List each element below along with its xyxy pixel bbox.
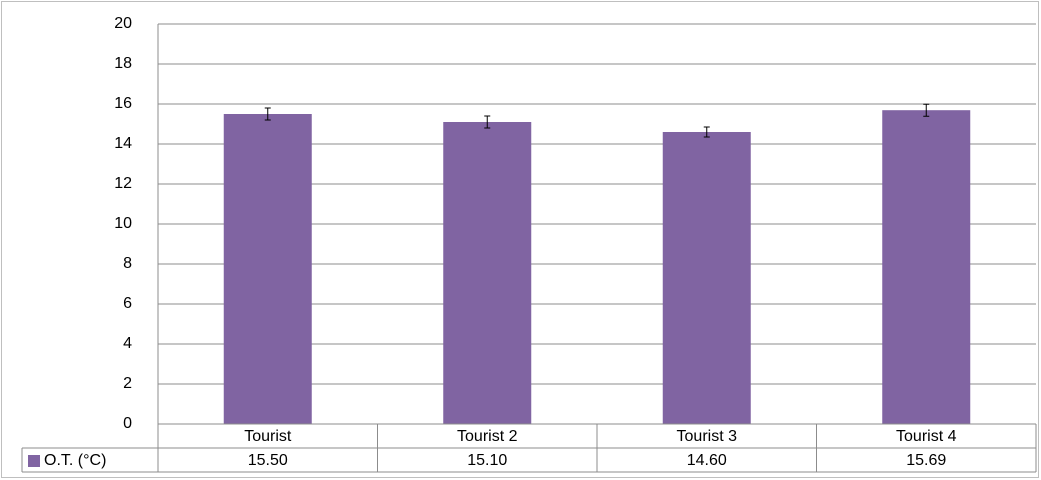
- legend-swatch: [28, 455, 40, 467]
- x-tick-label: Tourist 3: [677, 428, 738, 445]
- bar: [882, 110, 971, 424]
- x-tick-label: Tourist: [244, 428, 292, 445]
- legend-label: O.T. (°C): [44, 452, 106, 469]
- bar: [443, 122, 532, 424]
- y-tick-label: 20: [114, 15, 132, 32]
- y-tick-label: 16: [114, 95, 132, 112]
- y-tick-label: 2: [123, 375, 132, 392]
- bar: [223, 114, 312, 424]
- y-tick-label: 6: [123, 295, 132, 312]
- x-tick-label: Tourist 4: [896, 428, 957, 445]
- y-tick-label: 14: [114, 135, 132, 152]
- table-value: 15.10: [467, 452, 507, 469]
- bar: [662, 132, 751, 424]
- y-tick-label: 4: [123, 335, 132, 352]
- error-bar: [484, 115, 491, 129]
- y-tick-label: 10: [114, 215, 132, 232]
- table-value: 15.50: [248, 452, 288, 469]
- error-bar: [923, 103, 930, 117]
- error-bar: [703, 126, 710, 138]
- y-tick-label: 8: [123, 255, 132, 272]
- table-value: 14.60: [687, 452, 727, 469]
- y-tick-label: 18: [114, 55, 132, 72]
- x-tick-label: Tourist 2: [457, 428, 518, 445]
- table-value: 15.69: [906, 452, 946, 469]
- y-tick-label: 0: [123, 415, 132, 432]
- y-tick-label: 12: [114, 175, 132, 192]
- error-bar: [264, 107, 271, 121]
